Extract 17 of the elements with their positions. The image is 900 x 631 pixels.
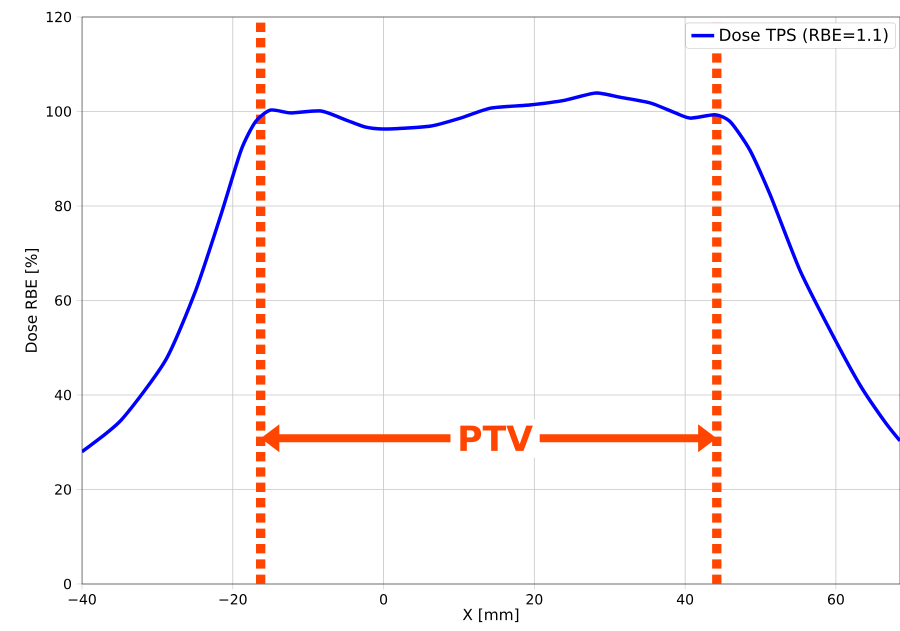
legend-label: Dose TPS (RBE=1.1) [720,28,888,44]
y-tick-label: 80 [55,200,72,212]
y-tick-label: 60 [55,295,72,306]
annotation: PTV [460,426,533,451]
x-axis-title: X [mm] [462,608,518,622]
x-tick-label: 40 [676,594,694,605]
y-tick-label: 100 [46,106,72,117]
x-tick-label: 60 [828,594,844,605]
y-tick-label: 120 [46,12,72,22]
y-tick-label: 0 [64,578,72,590]
x-tick-label: −20 [220,594,247,605]
x-tick-label: −40 [68,594,96,605]
x-tick-label: 20 [526,594,542,605]
y-axis-title: Dose RBE [%] [25,248,39,352]
y-tick-label: 40 [54,390,72,400]
x-tick-label: 0 [380,594,388,605]
y-tick-label: 20 [55,484,72,495]
